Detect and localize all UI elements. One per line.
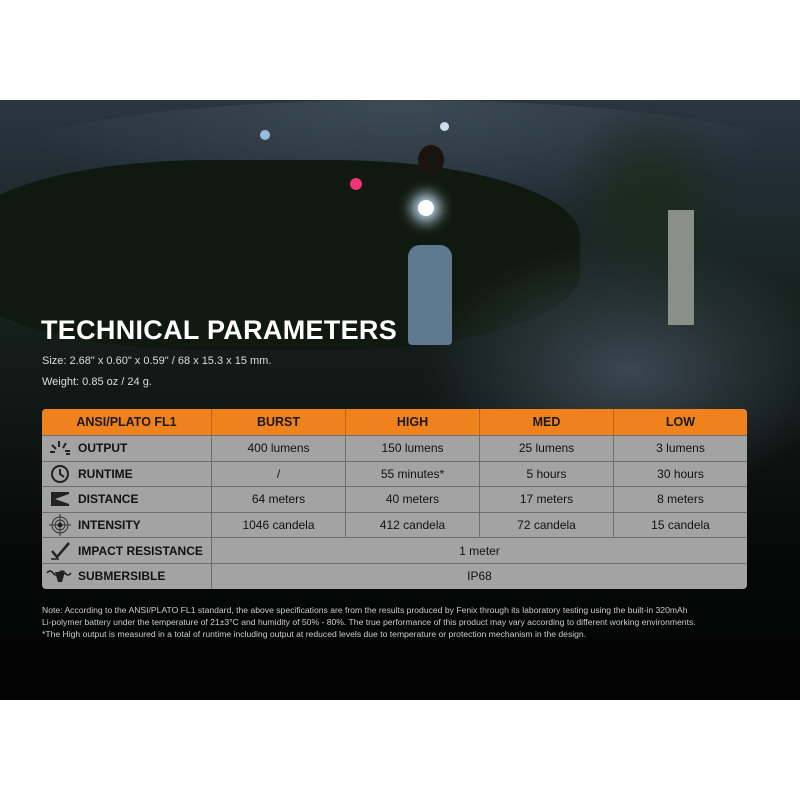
table-cell: 55 minutes* — [345, 461, 479, 487]
row-label-text: DISTANCE — [78, 492, 139, 507]
table-row: OUTPUT 400 lumens 150 lumens 25 lumens 3 lum… — [42, 435, 747, 461]
table-cell: 5 hours — [479, 461, 613, 487]
table-cell: 40 meters — [345, 487, 479, 512]
table-cell: 72 candela — [479, 512, 613, 538]
table-cell: 1046 candela — [211, 512, 345, 538]
row-label: DISTANCE — [42, 487, 211, 512]
table-row: RUNTIME /55 minutes* 5 hours 30 hours — [42, 460, 747, 487]
background-photo — [0, 100, 800, 700]
table-cell: 412 candela — [345, 512, 479, 538]
page-title: TECHNICAL PARAMETERS — [41, 315, 398, 345]
note-line: Note: According to the ANSI/PLATO FL1 st… — [42, 605, 688, 615]
row-label-text: INTENSITY — [78, 518, 141, 533]
column-header: BURST — [211, 409, 345, 435]
table-cell: 8 meters — [613, 487, 747, 512]
weight-spec: Weight: 0.85 oz / 24 g. — [42, 376, 152, 388]
table-cell: 25 lumens — [479, 436, 613, 461]
beam-distance-icon — [46, 489, 74, 509]
table-header-row: ANSI/PLATO FL1 BURST HIGH MED LOW — [42, 409, 747, 435]
note-line: *The High output is measured in a total … — [42, 629, 587, 639]
table-row: SUBMERSIBLE IP68 — [42, 562, 747, 589]
impact-icon — [46, 541, 74, 561]
row-label: IMPACT RESISTANCE — [42, 538, 211, 563]
column-header: HIGH — [345, 409, 479, 435]
submersible-icon — [46, 566, 74, 586]
light-burst-icon — [46, 438, 74, 458]
size-spec: Size: 2.68" x 0.60" x 0.59" / 68 x 15.3 … — [42, 355, 272, 367]
footnote: Note: According to the ANSI/PLATO FL1 st… — [42, 604, 762, 640]
column-header: MED — [479, 409, 613, 435]
table-row: INTENSITY 1046 candela 412 candela 72 cande… — [42, 511, 747, 538]
row-label-text: RUNTIME — [78, 466, 133, 481]
row-label: OUTPUT — [42, 436, 211, 461]
crosshair-icon — [46, 514, 74, 537]
column-header: LOW — [613, 409, 747, 435]
table-cell: IP68 — [211, 563, 747, 589]
row-label-text: OUTPUT — [78, 441, 128, 456]
table-cell: / — [211, 461, 345, 487]
table-cell: 3 lumens — [613, 436, 747, 461]
row-label-text: SUBMERSIBLE — [78, 569, 166, 584]
table-cell: 30 hours — [613, 461, 747, 487]
table-cell: 400 lumens — [211, 436, 345, 461]
clock-icon — [46, 464, 74, 484]
row-label: RUNTIME — [42, 462, 211, 487]
column-header: ANSI/PLATO FL1 — [76, 415, 177, 429]
spec-table: ANSI/PLATO FL1 BURST HIGH MED LOW OUTPUT 400 l… — [42, 409, 747, 589]
table-cell: 15 candela — [613, 512, 747, 538]
table-cell: 150 lumens — [345, 436, 479, 461]
table-cell: 17 meters — [479, 487, 613, 512]
table-row: DISTANCE 64 meters 40 meters 17 meters 8 met… — [42, 486, 747, 512]
row-label: SUBMERSIBLE — [42, 564, 211, 589]
note-line: Li-polymer battery under the temperature… — [42, 617, 696, 627]
table-row: IMPACT RESISTANCE 1 meter — [42, 537, 747, 563]
table-cell: 1 meter — [211, 538, 747, 563]
table-cell: 64 meters — [211, 487, 345, 512]
row-label-text: IMPACT RESISTANCE — [78, 543, 203, 558]
row-label: INTENSITY — [42, 513, 211, 538]
